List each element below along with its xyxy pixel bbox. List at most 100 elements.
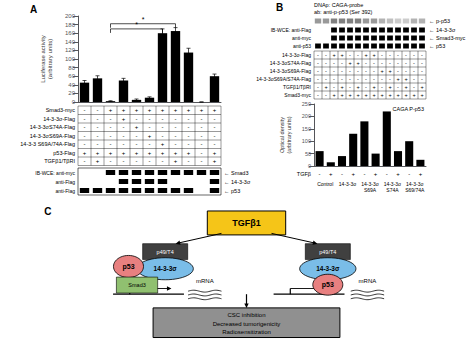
svg-text:+: +: [420, 92, 423, 98]
svg-text:-: -: [188, 116, 190, 122]
svg-text:-: -: [397, 84, 399, 90]
svg-text:-: -: [365, 60, 367, 66]
svg-text:-: -: [381, 52, 383, 58]
svg-text:+: +: [161, 141, 165, 147]
svg-text:Radiosensitization: Radiosensitization: [222, 329, 271, 335]
svg-text:IB-WCE: anti-myc: IB-WCE: anti-myc: [35, 170, 75, 176]
svg-text:-: -: [325, 60, 327, 66]
svg-text:-: -: [381, 60, 383, 66]
svg-text:-: -: [421, 76, 423, 82]
svg-text:-: -: [413, 68, 415, 74]
svg-text:+: +: [351, 171, 355, 177]
svg-text:TGFβ1/TβRI: TGFβ1/TβRI: [44, 158, 75, 164]
svg-text:+: +: [404, 84, 407, 90]
svg-text:150: 150: [302, 126, 311, 132]
svg-text:anti-Flag: anti-Flag: [56, 188, 76, 194]
svg-text:+: +: [213, 150, 217, 156]
svg-text:+: +: [380, 68, 383, 74]
svg-text:+: +: [396, 171, 400, 177]
svg-text:-: -: [397, 52, 399, 58]
svg-text:-: -: [149, 116, 151, 122]
svg-text:-: -: [84, 133, 86, 139]
svg-text:ab: anti-p-p53 (Ser 392): ab: anti-p-p53 (Ser 392): [314, 9, 373, 15]
svg-text:+: +: [412, 92, 415, 98]
svg-text:80: 80: [68, 65, 75, 71]
svg-text:← 14-3-3σ: ← 14-3-3σ: [429, 27, 456, 33]
svg-text:-: -: [201, 133, 203, 139]
svg-text:TGFβ: TGFβ: [297, 171, 311, 177]
svg-text:+: +: [135, 107, 139, 113]
svg-text:-: -: [349, 84, 351, 90]
svg-text:-: -: [162, 124, 164, 130]
svg-text:14-3-3σ-Flag: 14-3-3σ-Flag: [43, 116, 75, 122]
svg-text:-: -: [389, 76, 391, 82]
svg-text:+: +: [396, 76, 399, 82]
svg-text:-: -: [421, 68, 423, 74]
svg-text:+: +: [148, 107, 152, 113]
svg-text:DNAp: CAGA-probe: DNAp: CAGA-probe: [314, 2, 363, 8]
svg-text:S74A: S74A: [386, 187, 399, 193]
svg-text:+: +: [388, 92, 391, 98]
svg-text:+: +: [109, 150, 113, 156]
svg-text:-: -: [136, 116, 138, 122]
svg-text:+: +: [372, 84, 375, 90]
svg-text:14-3-3σS74A-Flag: 14-3-3σS74A-Flag: [30, 124, 75, 130]
svg-text:+: +: [324, 84, 327, 90]
svg-text:-: -: [317, 92, 319, 98]
svg-text:-: -: [373, 76, 375, 82]
svg-text:*: *: [142, 16, 145, 23]
svg-text:-: -: [201, 158, 203, 164]
svg-text:-: -: [188, 124, 190, 130]
svg-text:Smad3-myc: Smad3-myc: [284, 92, 311, 98]
svg-text:+: +: [348, 60, 351, 66]
svg-text:-: -: [175, 133, 177, 139]
svg-text:-: -: [386, 171, 388, 177]
svg-text:14-3-3σ: 14-3-3σ: [339, 181, 357, 187]
svg-text:140: 140: [65, 39, 76, 45]
svg-text:IB-WCE: anti-Flag: IB-WCE: anti-Flag: [271, 27, 312, 33]
svg-text:-: -: [97, 141, 99, 147]
svg-text:-: -: [405, 52, 407, 58]
svg-text:-: -: [317, 60, 319, 66]
svg-text:14-3-3σS74A-Flag: 14-3-3σS74A-Flag: [270, 60, 311, 66]
svg-text:-: -: [201, 150, 203, 156]
svg-text:+: +: [332, 92, 335, 98]
svg-text:+: +: [122, 116, 126, 122]
svg-text:-: -: [162, 133, 164, 139]
svg-text:← p53: ← p53: [429, 43, 445, 49]
svg-text:160: 160: [65, 30, 76, 36]
svg-text:-: -: [123, 133, 125, 139]
svg-text:anti-p53: anti-p53: [293, 43, 311, 49]
svg-text:-: -: [317, 68, 319, 74]
svg-text:+: +: [348, 92, 351, 98]
svg-text:(arbitrary units): (arbitrary units): [47, 39, 53, 79]
svg-text:-: -: [84, 124, 86, 130]
svg-text:C: C: [44, 206, 51, 217]
svg-text:CSC inhibition: CSC inhibition: [227, 312, 265, 318]
svg-text:+: +: [148, 133, 152, 139]
svg-text:← Smad3: ← Smad3: [224, 170, 248, 176]
svg-text:+: +: [135, 124, 139, 130]
svg-text:-: -: [317, 52, 319, 58]
svg-text:-: -: [162, 116, 164, 122]
svg-text:-: -: [405, 68, 407, 74]
svg-text:+: +: [380, 92, 383, 98]
svg-text:-: -: [341, 60, 343, 66]
svg-text:+: +: [135, 150, 139, 156]
svg-text:Smad3-myc: Smad3-myc: [46, 107, 76, 113]
svg-text:-: -: [84, 141, 86, 147]
svg-text:-: -: [110, 124, 112, 130]
svg-text:-: -: [365, 68, 367, 74]
svg-text:p53-Flag: p53-Flag: [53, 150, 75, 156]
svg-text:-: -: [421, 52, 423, 58]
svg-text:-: -: [317, 84, 319, 90]
svg-text:-: -: [408, 171, 410, 177]
svg-text:S69/74A: S69/74A: [405, 187, 425, 193]
svg-text:+: +: [187, 150, 191, 156]
svg-text:+: +: [388, 84, 391, 90]
svg-text:-: -: [397, 68, 399, 74]
svg-text:mRNA: mRNA: [196, 278, 214, 284]
svg-text:-: -: [136, 133, 138, 139]
svg-text:+: +: [374, 171, 378, 177]
svg-text:-: -: [341, 76, 343, 82]
